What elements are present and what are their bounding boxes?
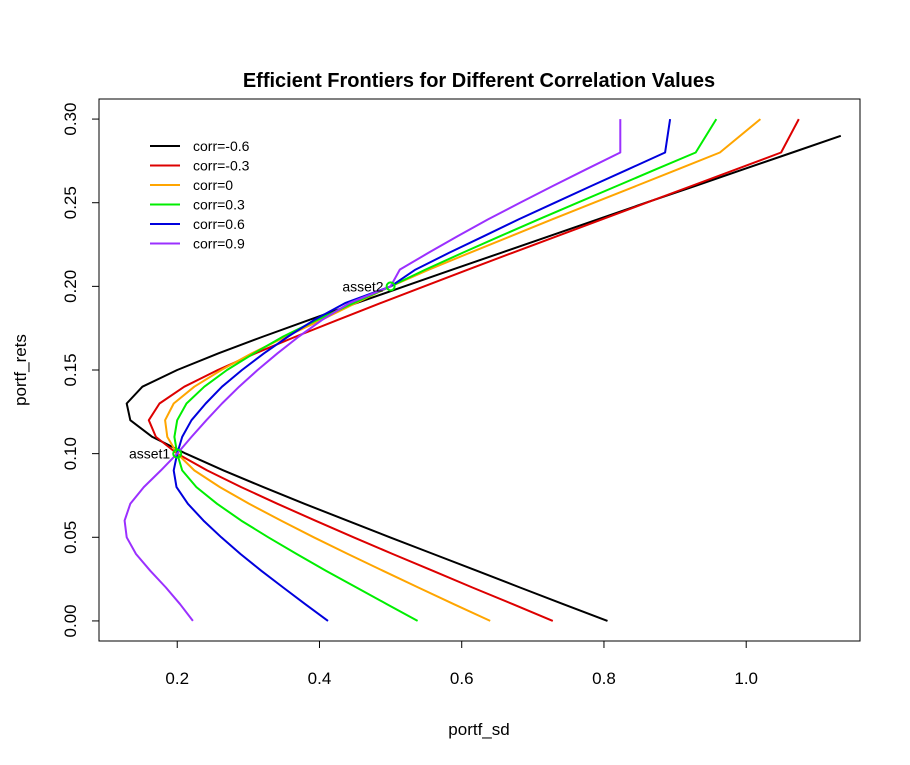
legend-label: corr=0.9 [193,236,245,252]
points-layer: asset1 asset2 [129,278,396,462]
x-tick-label: 0.8 [592,669,616,688]
series-line-3 [164,118,762,622]
chart-title: Efficient Frontiers for Different Correl… [243,70,715,92]
asset-point-1 [172,448,183,459]
legend-label: corr=-0.6 [193,138,250,154]
legend-label: corr=-0.3 [193,158,250,174]
legend-label: corr=0 [193,177,233,193]
x-axis-label: portf_sd [448,720,509,739]
x-tick-label: 0.4 [308,669,332,688]
y-axis: 0.00 0.05 0.10 0.15 0.20 0.25 0.30 [61,103,100,637]
series-line-1 [125,134,842,622]
x-axis: 0.2 0.4 0.6 0.8 1.0 [165,640,758,688]
y-tick-label: 0.05 [61,521,80,554]
y-tick-label: 0.10 [61,437,80,470]
y-axis-label: portf_rets [11,334,30,406]
legend-label: corr=0.3 [193,197,245,213]
series-line-6 [123,119,622,622]
series-line-5 [172,118,672,622]
x-tick-label: 0.2 [165,669,189,688]
x-tick-label: 0.6 [450,669,474,688]
y-tick-label: 0.30 [61,103,80,136]
x-tick-label: 1.0 [734,669,758,688]
y-tick-label: 0.00 [61,604,80,637]
series-layer [123,118,842,622]
legend: corr=-0.6 corr=-0.3 corr=0 corr=0.3 corr=0.6… [150,138,250,252]
series-line-4 [173,118,718,622]
asset-label-2: asset2 [342,278,383,294]
legend-label: corr=0.6 [193,216,245,232]
asset-label-1: asset1 [129,446,170,462]
y-tick-label: 0.15 [61,353,80,386]
asset-point-2 [385,281,396,292]
y-tick-label: 0.20 [61,270,80,303]
series-line-2 [147,118,800,622]
y-tick-label: 0.25 [61,186,80,219]
